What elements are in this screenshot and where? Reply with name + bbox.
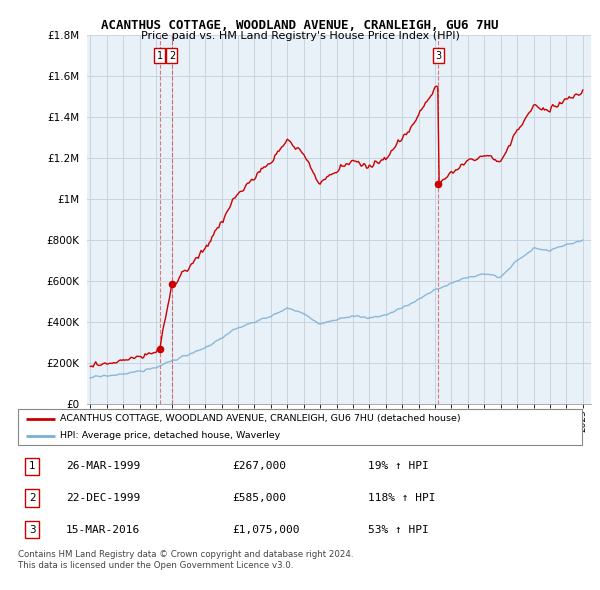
Text: £1,075,000: £1,075,000 <box>232 525 300 535</box>
Text: 19% ↑ HPI: 19% ↑ HPI <box>368 461 428 471</box>
Text: 1: 1 <box>157 51 163 61</box>
Text: 22-DEC-1999: 22-DEC-1999 <box>66 493 140 503</box>
Text: £585,000: £585,000 <box>232 493 286 503</box>
Text: 3: 3 <box>435 51 442 61</box>
Text: 3: 3 <box>29 525 35 535</box>
Text: 2: 2 <box>169 51 175 61</box>
Text: 2: 2 <box>29 493 35 503</box>
Text: ACANTHUS COTTAGE, WOODLAND AVENUE, CRANLEIGH, GU6 7HU: ACANTHUS COTTAGE, WOODLAND AVENUE, CRANL… <box>101 19 499 32</box>
FancyBboxPatch shape <box>18 409 582 445</box>
Text: ACANTHUS COTTAGE, WOODLAND AVENUE, CRANLEIGH, GU6 7HU (detached house): ACANTHUS COTTAGE, WOODLAND AVENUE, CRANL… <box>60 414 461 423</box>
Text: 15-MAR-2016: 15-MAR-2016 <box>66 525 140 535</box>
Text: HPI: Average price, detached house, Waverley: HPI: Average price, detached house, Wave… <box>60 431 281 440</box>
Text: 26-MAR-1999: 26-MAR-1999 <box>66 461 140 471</box>
Text: 118% ↑ HPI: 118% ↑ HPI <box>368 493 435 503</box>
Text: £267,000: £267,000 <box>232 461 286 471</box>
Text: This data is licensed under the Open Government Licence v3.0.: This data is licensed under the Open Gov… <box>18 560 293 569</box>
Text: 53% ↑ HPI: 53% ↑ HPI <box>368 525 428 535</box>
Text: Price paid vs. HM Land Registry's House Price Index (HPI): Price paid vs. HM Land Registry's House … <box>140 31 460 41</box>
Text: Contains HM Land Registry data © Crown copyright and database right 2024.: Contains HM Land Registry data © Crown c… <box>18 550 353 559</box>
Text: 1: 1 <box>29 461 35 471</box>
